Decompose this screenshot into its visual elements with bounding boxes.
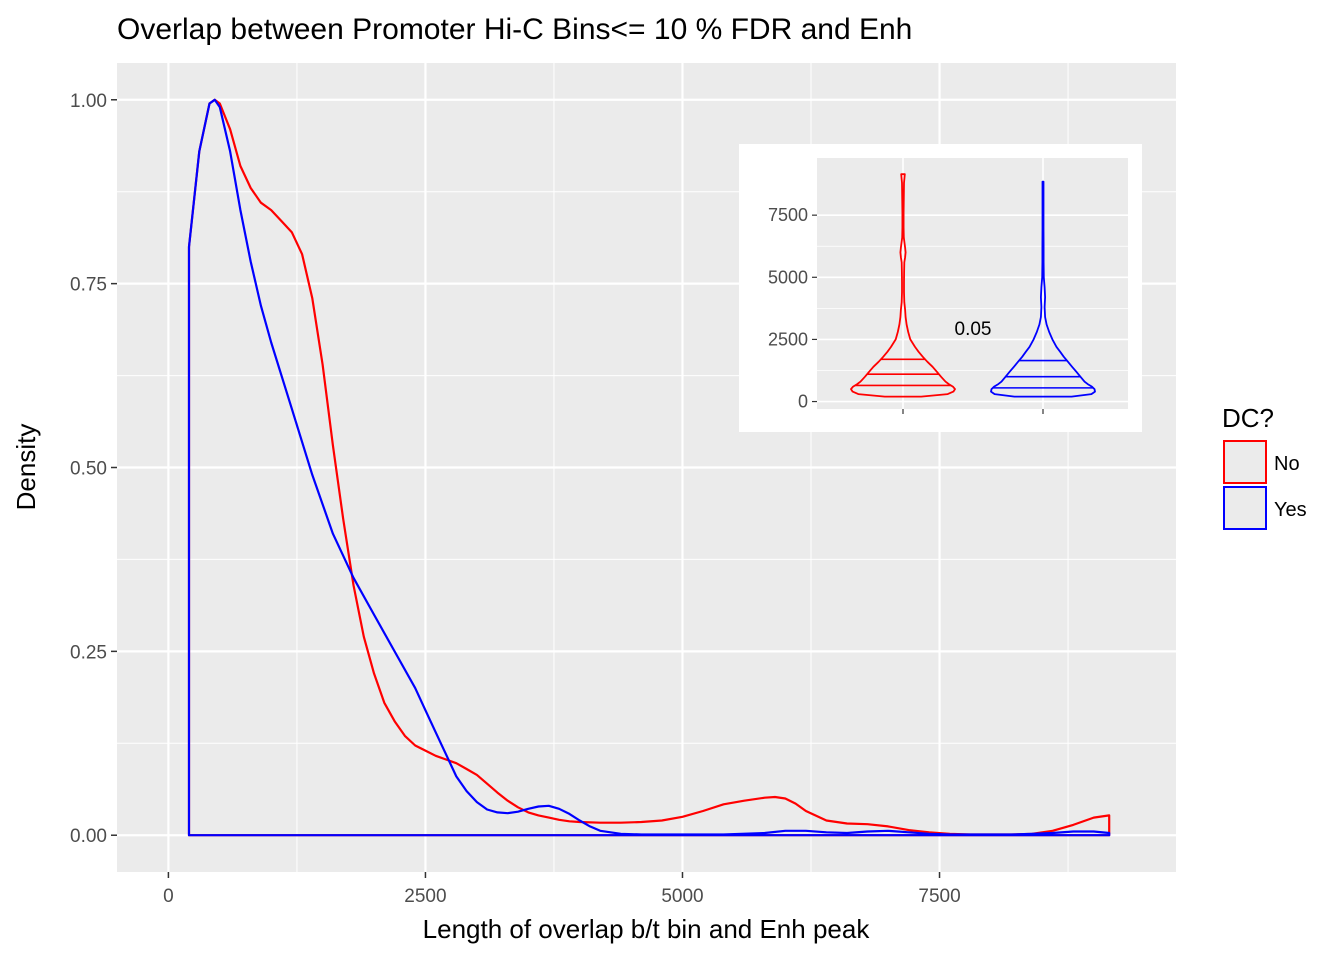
x-tick-label-2: 5000 (661, 886, 703, 907)
inset-y-tick-label-1: 2500 (768, 329, 808, 349)
y-tick-label-2: 0.50 (70, 459, 107, 480)
y-axis-label: Density (11, 424, 41, 511)
x-tick-label-1: 2500 (404, 886, 446, 907)
inset-annotation: 0.05 (955, 319, 992, 340)
inset-violin-chart: 0 2500 5000 7500 0.05 (739, 144, 1142, 432)
y-tick-label-4: 1.00 (70, 91, 107, 112)
violin-no (850, 173, 956, 398)
legend-key-no (1223, 440, 1267, 484)
violin-yes (990, 180, 1096, 398)
inset-panel-background (817, 158, 1128, 409)
y-tick-label-0: 0.00 (70, 826, 107, 847)
density-curve-no (187, 98, 1111, 837)
x-tick-label-0: 0 (163, 886, 174, 907)
inset-y-tick-label-0: 0 (798, 392, 808, 412)
legend-label-no: No (1274, 453, 1300, 475)
y-tick-label-1: 0.25 (70, 642, 107, 663)
legend-key-yes (1223, 486, 1267, 530)
x-axis-label: Length of overlap b/t bin and Enh peak (423, 914, 871, 944)
legend-label-yes: Yes (1274, 499, 1307, 521)
density-curve-yes (187, 98, 1111, 837)
x-tick-label-3: 7500 (918, 886, 960, 907)
legend-title: DC? (1222, 403, 1274, 433)
inset-y-tick-label-2: 5000 (768, 267, 808, 287)
chart-title: Overlap between Promoter Hi-C Bins<= 10 … (117, 13, 912, 46)
inset-violins (850, 173, 1096, 398)
legend-keys: No Yes (1223, 440, 1307, 530)
main-density-series (187, 98, 1111, 837)
legend: DC? No Yes (1222, 403, 1307, 530)
inset-gridlines (817, 158, 1128, 409)
y-tick-label-3: 0.75 (70, 275, 107, 296)
main-axes: 0 2500 5000 7500 0.00 0.25 0.50 0.75 1.00 (70, 91, 961, 907)
inset-axes: 0 2500 5000 7500 (768, 205, 1044, 414)
inset-y-tick-label-3: 7500 (768, 205, 808, 225)
